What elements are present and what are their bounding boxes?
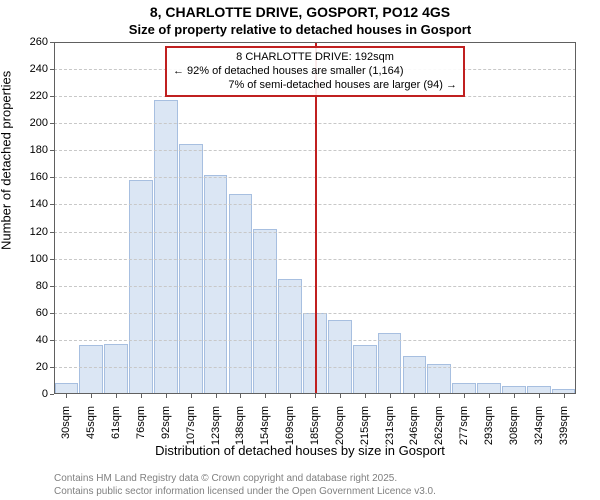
x-tick-label: 246sqm [408, 406, 420, 445]
x-tick-label: 215sqm [359, 406, 371, 445]
y-tick-label: 180 [30, 144, 48, 156]
attribution-line-1: Contains HM Land Registry data © Crown c… [54, 473, 397, 484]
x-tick-mark [91, 394, 92, 398]
x-tick-mark [66, 394, 67, 398]
y-tick-label: 120 [30, 226, 48, 238]
plot-area: 020406080100120140160180200220240260 30s… [54, 42, 576, 394]
x-tick-label: 185sqm [309, 406, 321, 445]
plot-border [54, 42, 576, 394]
x-tick-mark [191, 394, 192, 398]
x-tick-mark [166, 394, 167, 398]
x-tick-mark [290, 394, 291, 398]
x-tick-mark [216, 394, 217, 398]
x-tick-label: 123sqm [210, 406, 222, 445]
x-tick-label: 293sqm [483, 406, 495, 445]
x-tick-label: 231sqm [384, 406, 396, 445]
x-tick-label: 277sqm [458, 406, 470, 445]
x-tick-label: 45sqm [85, 406, 97, 439]
y-tick-label: 100 [30, 253, 48, 265]
x-tick-mark [514, 394, 515, 398]
y-tick-label: 80 [36, 280, 48, 292]
y-tick-label: 40 [36, 334, 48, 346]
y-tick-label: 260 [30, 36, 48, 48]
x-tick-label: 339sqm [558, 406, 570, 445]
x-tick-mark [464, 394, 465, 398]
attribution-line-2: Contains public sector information licen… [54, 486, 436, 497]
x-axis-label: Distribution of detached houses by size … [0, 443, 600, 458]
x-tick-label: 138sqm [234, 406, 246, 445]
x-tick-label: 76sqm [135, 406, 147, 439]
x-tick-label: 262sqm [433, 406, 445, 445]
x-tick-mark [539, 394, 540, 398]
y-tick-label: 200 [30, 117, 48, 129]
x-tick-label: 324sqm [533, 406, 545, 445]
x-tick-mark [315, 394, 316, 398]
x-tick-label: 92sqm [160, 406, 172, 439]
x-tick-label: 200sqm [334, 406, 346, 445]
y-tick-label: 20 [36, 361, 48, 373]
x-tick-label: 61sqm [110, 406, 122, 439]
x-tick-mark [340, 394, 341, 398]
y-tick-mark [50, 394, 54, 395]
x-tick-mark [141, 394, 142, 398]
x-tick-label: 308sqm [508, 406, 520, 445]
x-tick-mark [116, 394, 117, 398]
x-tick-mark [265, 394, 266, 398]
chart-title: 8, CHARLOTTE DRIVE, GOSPORT, PO12 4GS [0, 4, 600, 20]
y-tick-label: 220 [30, 90, 48, 102]
x-tick-label: 154sqm [259, 406, 271, 445]
chart-container: 8, CHARLOTTE DRIVE, GOSPORT, PO12 4GS Si… [0, 0, 600, 500]
x-tick-mark [414, 394, 415, 398]
x-tick-label: 30sqm [60, 406, 72, 439]
x-tick-label: 107sqm [185, 406, 197, 445]
x-tick-mark [365, 394, 366, 398]
x-tick-mark [240, 394, 241, 398]
y-tick-label: 60 [36, 307, 48, 319]
x-tick-mark [390, 394, 391, 398]
y-tick-label: 0 [42, 388, 48, 400]
x-tick-label: 169sqm [284, 406, 296, 445]
y-axis-label: Number of detached properties [0, 71, 14, 250]
x-tick-mark [439, 394, 440, 398]
y-tick-label: 240 [30, 63, 48, 75]
x-tick-mark [489, 394, 490, 398]
y-tick-label: 160 [30, 171, 48, 183]
x-tick-mark [564, 394, 565, 398]
chart-subtitle: Size of property relative to detached ho… [0, 22, 600, 37]
y-tick-label: 140 [30, 198, 48, 210]
